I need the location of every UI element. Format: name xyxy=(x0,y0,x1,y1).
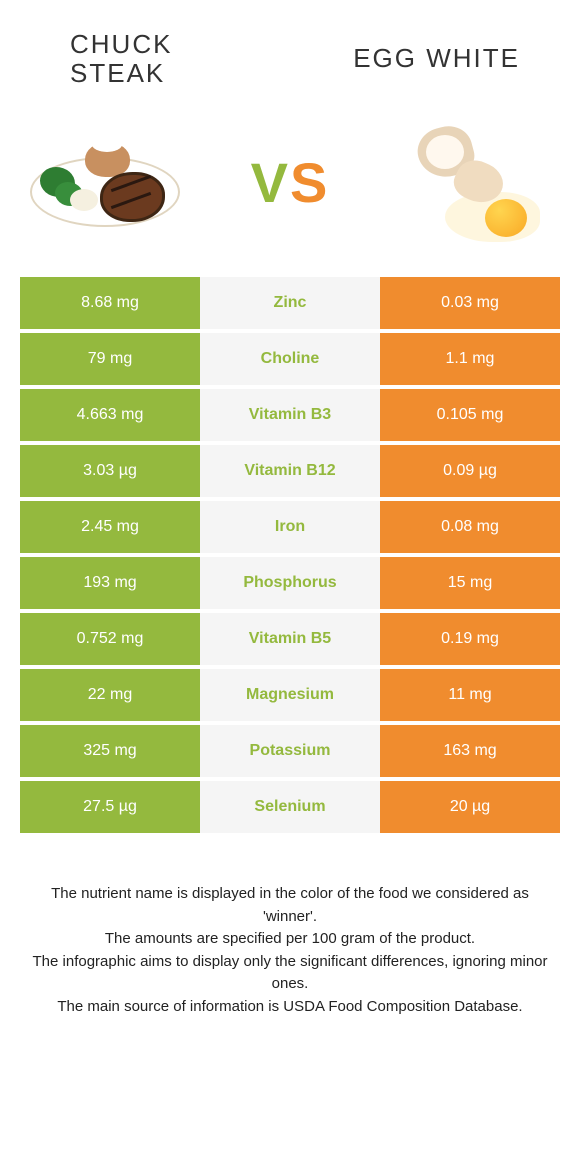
cell-nutrient: Magnesium xyxy=(200,669,380,721)
cell-right: 163 mg xyxy=(380,725,560,777)
cell-right: 20 µg xyxy=(380,781,560,833)
footer-note-line: The nutrient name is displayed in the co… xyxy=(30,883,550,928)
cell-nutrient: Phosphorus xyxy=(200,557,380,609)
vs-v: V xyxy=(251,151,290,214)
table-row: 4.663 mgVitamin B30.105 mg xyxy=(20,389,560,441)
cell-right: 0.19 mg xyxy=(380,613,560,665)
cell-right: 0.09 µg xyxy=(380,445,560,497)
table-row: 2.45 mgIron0.08 mg xyxy=(20,501,560,553)
table-row: 27.5 µgSelenium20 µg xyxy=(20,781,560,833)
cell-nutrient: Vitamin B3 xyxy=(200,389,380,441)
vs-label: VS xyxy=(251,150,330,215)
table-row: 325 mgPotassium163 mg xyxy=(20,725,560,777)
cell-right: 15 mg xyxy=(380,557,560,609)
cell-left: 325 mg xyxy=(20,725,200,777)
cell-nutrient: Vitamin B12 xyxy=(200,445,380,497)
title-left: CHUCK STEAK xyxy=(50,30,295,87)
cell-left: 27.5 µg xyxy=(20,781,200,833)
footer-note-line: The main source of information is USDA F… xyxy=(30,996,550,1019)
cell-nutrient: Potassium xyxy=(200,725,380,777)
table-row: 79 mgCholine1.1 mg xyxy=(20,333,560,385)
table-row: 8.68 mgZinc0.03 mg xyxy=(20,277,560,329)
cell-right: 11 mg xyxy=(380,669,560,721)
table-row: 0.752 mgVitamin B50.19 mg xyxy=(20,613,560,665)
footer-note-line: The amounts are specified per 100 gram o… xyxy=(30,928,550,951)
cell-left: 0.752 mg xyxy=(20,613,200,665)
footer-notes: The nutrient name is displayed in the co… xyxy=(30,883,550,1018)
cell-nutrient: Zinc xyxy=(200,277,380,329)
cell-left: 8.68 mg xyxy=(20,277,200,329)
cell-left: 22 mg xyxy=(20,669,200,721)
cell-left: 79 mg xyxy=(20,333,200,385)
steak-image xyxy=(30,117,180,247)
images-row: VS xyxy=(0,97,580,277)
title-right: EGG WHITE xyxy=(295,44,530,73)
cell-left: 193 mg xyxy=(20,557,200,609)
footer-note-line: The infographic aims to display only the… xyxy=(30,951,550,996)
cell-left: 3.03 µg xyxy=(20,445,200,497)
cell-nutrient: Vitamin B5 xyxy=(200,613,380,665)
table-row: 22 mgMagnesium11 mg xyxy=(20,669,560,721)
cell-right: 0.03 mg xyxy=(380,277,560,329)
cell-right: 1.1 mg xyxy=(380,333,560,385)
cell-left: 2.45 mg xyxy=(20,501,200,553)
cell-right: 0.105 mg xyxy=(380,389,560,441)
cell-nutrient: Choline xyxy=(200,333,380,385)
comparison-table: 8.68 mgZinc0.03 mg79 mgCholine1.1 mg4.66… xyxy=(20,277,560,833)
cell-left: 4.663 mg xyxy=(20,389,200,441)
table-row: 193 mgPhosphorus15 mg xyxy=(20,557,560,609)
header: CHUCK STEAK EGG WHITE xyxy=(0,0,580,97)
cell-nutrient: Selenium xyxy=(200,781,380,833)
cell-right: 0.08 mg xyxy=(380,501,560,553)
cell-nutrient: Iron xyxy=(200,501,380,553)
vs-s: S xyxy=(290,151,329,214)
egg-image xyxy=(400,117,550,247)
table-row: 3.03 µgVitamin B120.09 µg xyxy=(20,445,560,497)
